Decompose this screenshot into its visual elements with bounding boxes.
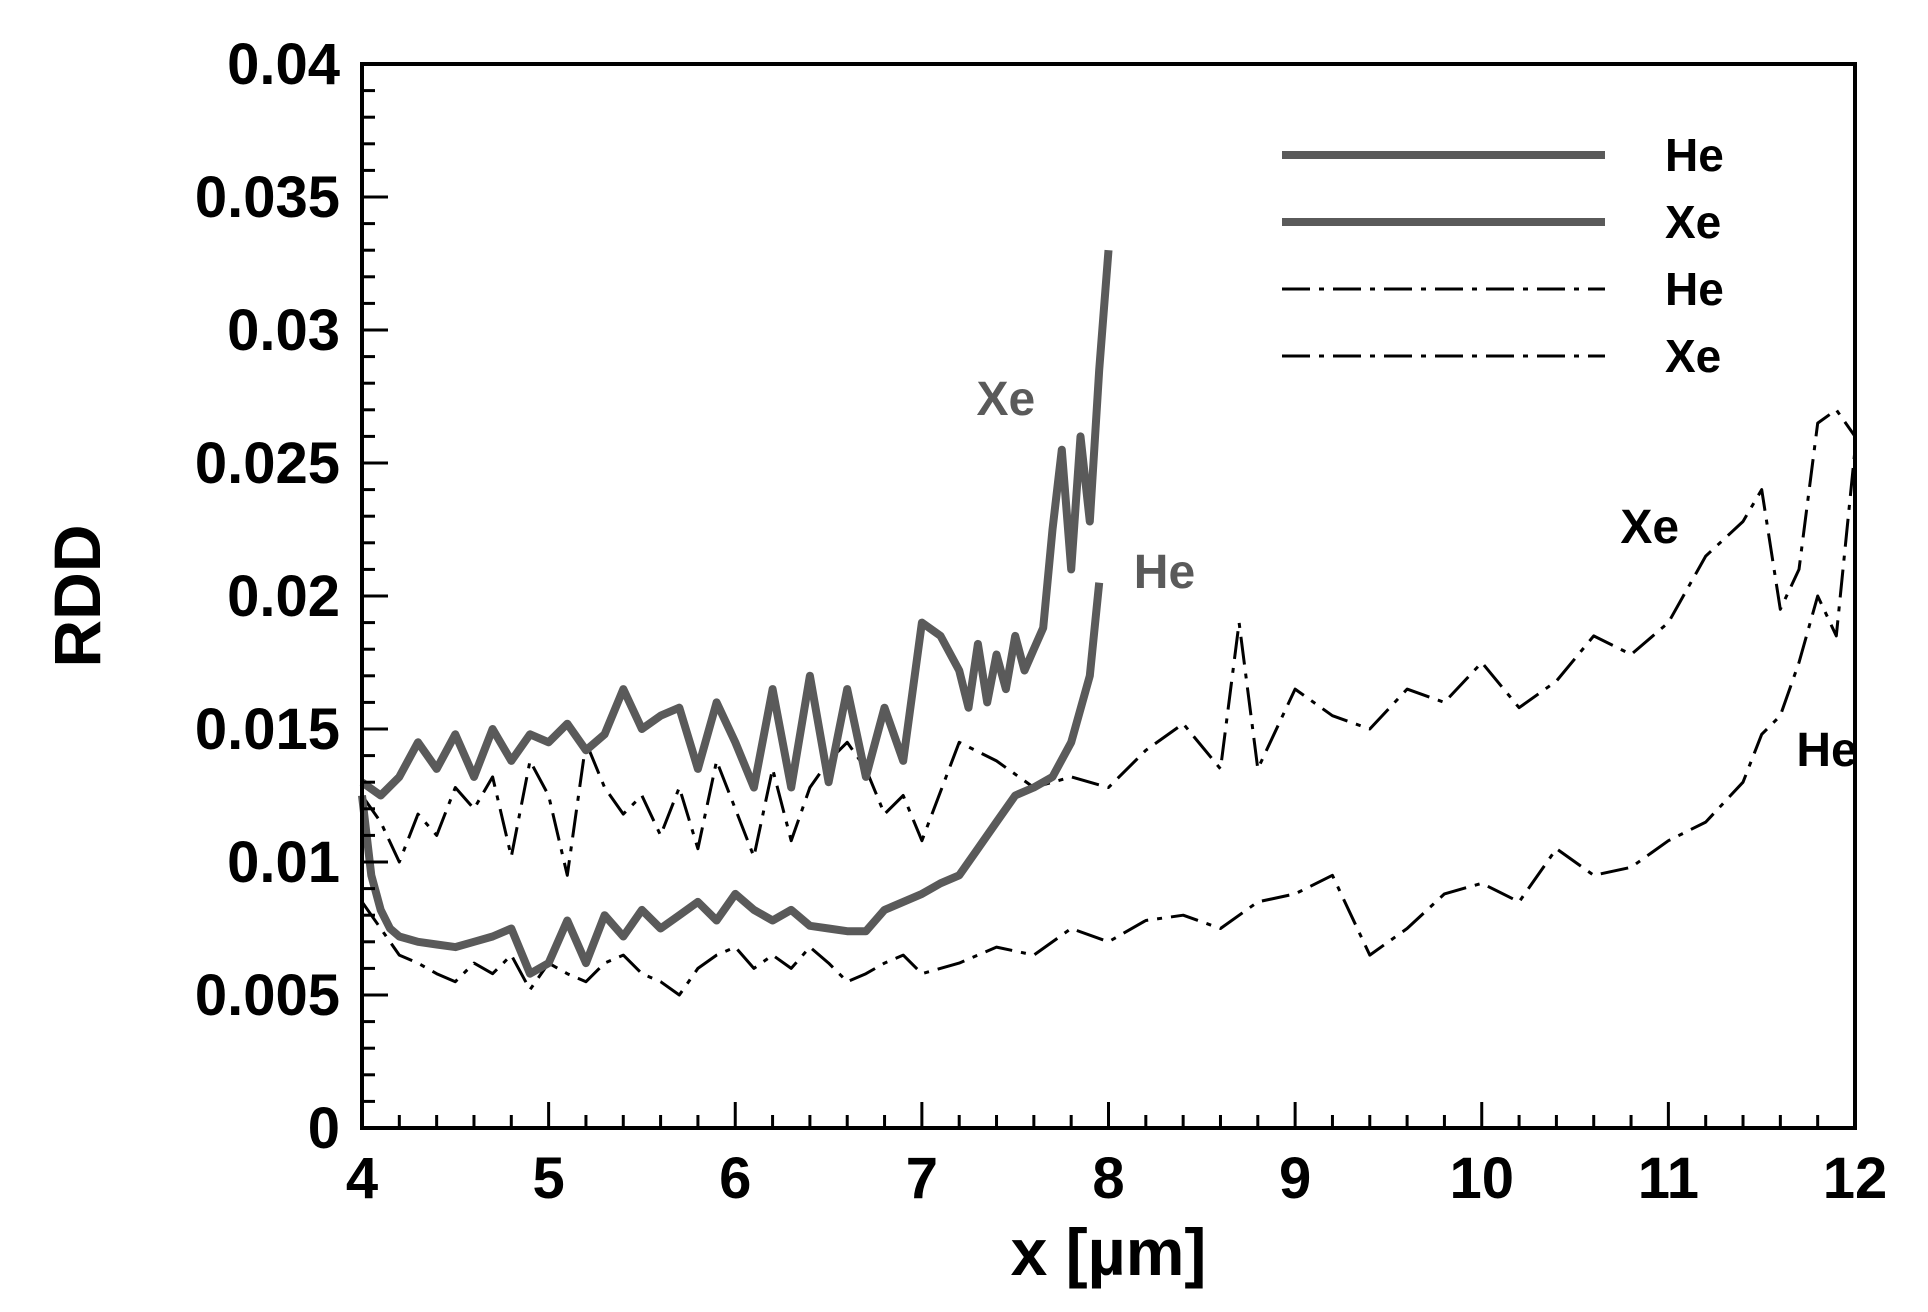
annotation-xe-solid: Xe: [976, 373, 1035, 426]
x-tick-label: 10: [1449, 1146, 1514, 1211]
x-tick-label: 11: [1638, 1146, 1699, 1211]
annotation-xe-dashdot: Xe: [1620, 501, 1679, 554]
y-tick-label: 0.04: [227, 32, 340, 97]
x-tick-label: 8: [1092, 1146, 1124, 1211]
legend-label-he-dashdot: He: [1665, 263, 1724, 315]
legend-label-he-solid: He: [1665, 129, 1724, 181]
curve-annotations: Xe He Xe He: [976, 373, 1857, 777]
x-tick-label: 6: [719, 1146, 751, 1211]
legend: He Xe He Xe: [1282, 129, 1724, 382]
series-line-he-solid: [358, 582, 1104, 978]
x-tick-label: 4: [346, 1146, 378, 1211]
y-axis-tick-labels: 0 0.005 0.01 0.015 0.02 0.025 0.03 0.035 0.04: [195, 32, 340, 1161]
legend-label-xe-dashdot: Xe: [1665, 330, 1721, 382]
y-tick-label: 0.025: [195, 431, 340, 496]
axes: 4 5 6 7 8 9 10 11 12 0 0.005 0.01 0.015 0.02 0.025 0.0…: [195, 32, 1887, 1211]
y-tick-label: 0: [308, 1096, 340, 1161]
plot-area: [358, 249, 1857, 997]
y-tick-label: 0.005: [195, 963, 340, 1028]
x-axis-tick-labels: 4 5 6 7 8 9 10 11 12: [346, 1146, 1887, 1211]
y-tick-label: 0.03: [227, 298, 340, 363]
y-tick-label: 0.015: [195, 697, 340, 762]
x-tick-label: 7: [906, 1146, 938, 1211]
legend-label-xe-solid: Xe: [1665, 196, 1721, 248]
x-axis-title: x [µm]: [1011, 1215, 1207, 1289]
tick-marks: [360, 62, 1857, 1130]
x-tick-label: 5: [532, 1146, 564, 1211]
x-tick-label: 12: [1823, 1146, 1888, 1211]
series-line-xe-solid: [359, 249, 1113, 800]
y-tick-label: 0.02: [227, 564, 340, 629]
plot-frame: [360, 62, 1857, 1130]
series-line-he-dashdot: [360, 449, 1857, 997]
annotation-he-solid: He: [1134, 546, 1195, 599]
y-tick-label: 0.035: [195, 165, 340, 230]
x-tick-label: 9: [1279, 1146, 1311, 1211]
y-axis-title: RDD: [40, 525, 114, 668]
y-tick-label: 0.01: [227, 830, 340, 895]
annotation-he-dashdot: He: [1796, 724, 1857, 777]
series-line-xe-dashdot: [360, 408, 1857, 877]
